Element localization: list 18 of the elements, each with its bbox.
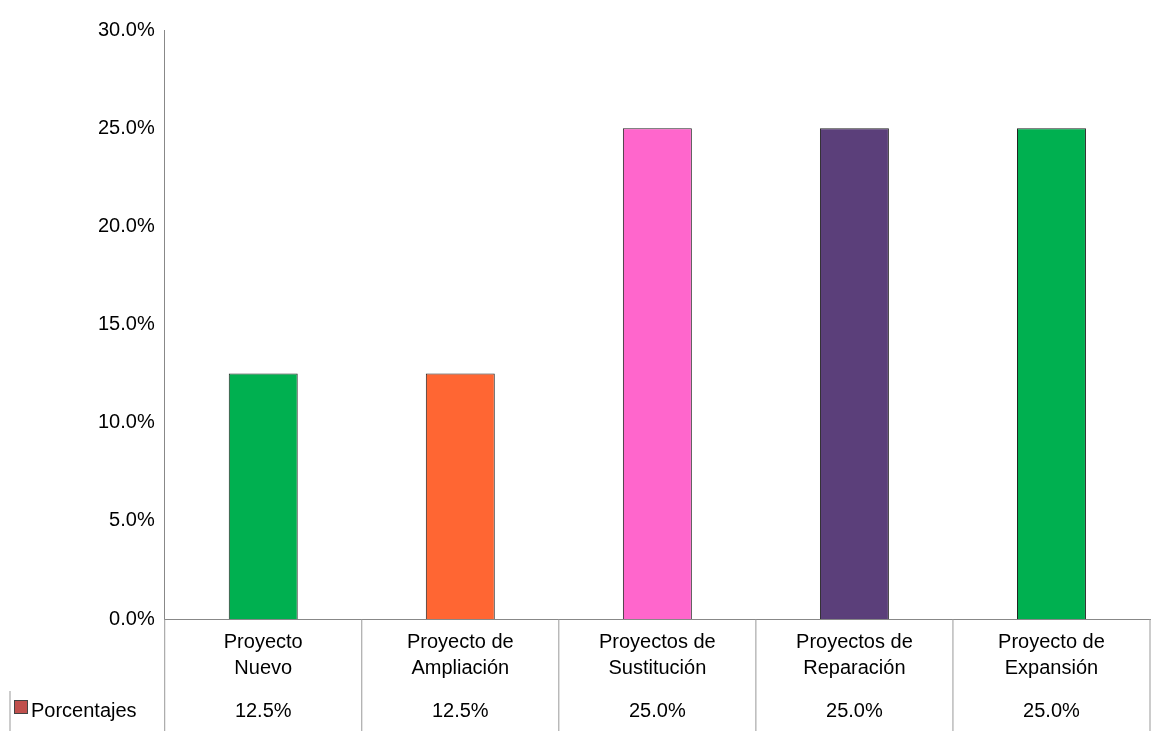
y-tick-label: 15.0% xyxy=(97,312,155,335)
text: Porcentajes xyxy=(31,698,137,721)
data-label: 12.5% xyxy=(431,698,489,721)
y-tick-label: 20.0% xyxy=(97,213,155,236)
x-tick-label: Proyecto Nuevo xyxy=(223,629,303,678)
x-tick-label: Proyectos de Sustitución xyxy=(598,629,716,678)
data-label: 25.0% xyxy=(629,698,686,721)
data-label: 12.5% xyxy=(234,698,292,721)
x-tick-label: Proyecto de Ampliación xyxy=(406,629,514,678)
x-tick-label: Proyectos de Reparación xyxy=(796,629,913,678)
data-label: 25.0% xyxy=(826,698,883,721)
y-tick-label: 10.0% xyxy=(97,410,155,433)
y-tick-label: 30.0% xyxy=(97,17,155,40)
x-tick-label: Proyecto de Expansión xyxy=(998,629,1105,678)
data-label: 25.0% xyxy=(1023,698,1081,721)
y-tick-label: 5.0% xyxy=(109,508,155,531)
y-tick-label: 0.0% xyxy=(109,606,155,629)
y-tick-label: 25.0% xyxy=(97,115,155,138)
